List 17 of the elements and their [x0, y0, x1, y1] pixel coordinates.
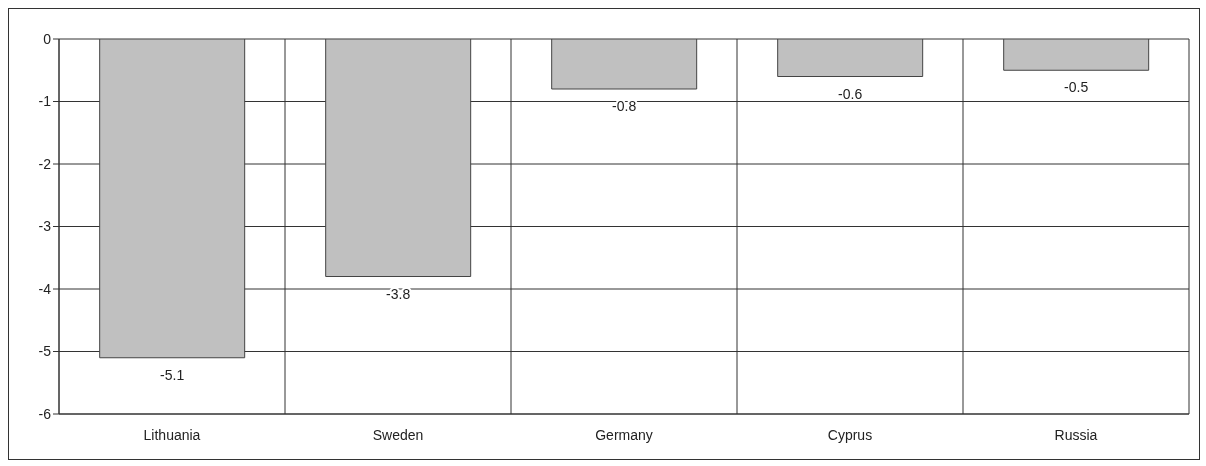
y-tick-label: -5: [38, 343, 52, 360]
data-label: -5.1: [160, 366, 185, 383]
y-tick-label: 0: [43, 30, 52, 47]
x-tick-label: Sweden: [372, 426, 424, 443]
y-tick-label: -6: [38, 405, 52, 422]
data-label: -3.8: [386, 285, 411, 302]
y-tick-label: -4: [38, 280, 52, 297]
x-tick-label: Germany: [595, 426, 653, 443]
data-label: -0.8: [612, 98, 637, 114]
data-label: -0.6: [838, 85, 863, 102]
x-tick-label: Cyprus: [827, 426, 873, 443]
y-tick-label: -3: [38, 218, 52, 235]
x-tick-label: Russia: [1054, 426, 1098, 443]
x-tick-label: Lithuania: [143, 426, 201, 443]
y-tick-label: -2: [38, 155, 52, 172]
data-label: -0.5: [1064, 79, 1089, 96]
y-tick-label: -1: [38, 93, 52, 110]
